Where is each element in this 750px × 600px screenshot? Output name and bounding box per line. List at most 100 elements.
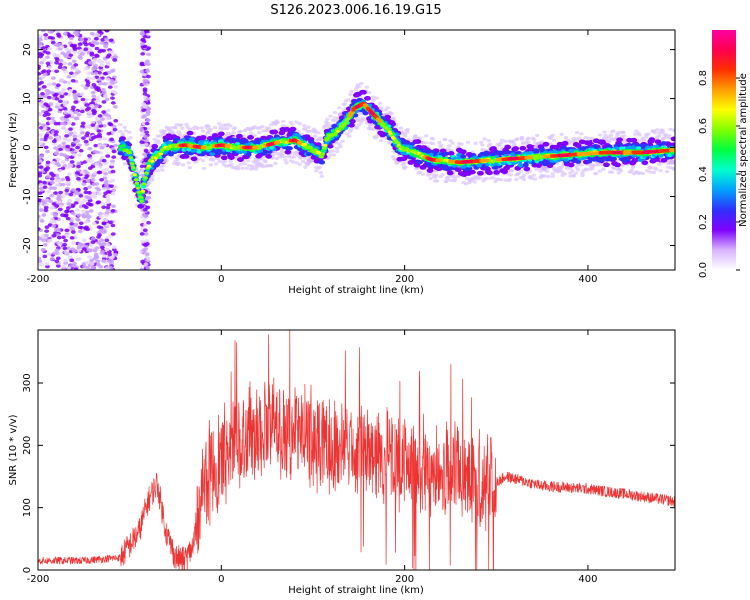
spectrogram-noise-dot (88, 209, 94, 213)
spectrogram-noise-dot (62, 32, 68, 36)
spectrogram-noise-dot (80, 83, 86, 88)
spectrogram-ridge-dot (533, 149, 540, 154)
spectrogram-noise-dot (45, 61, 51, 66)
spectrogram-ridge-dot (151, 143, 159, 149)
spectrogram-noise-dot (107, 50, 113, 54)
spectrogram-halo-dot (197, 157, 202, 161)
spectrogram-noise-dot (60, 51, 66, 56)
spectrogram-noise-dot (61, 126, 67, 130)
spectrogram-noise-dot (113, 91, 118, 95)
spectrogram-noise-dot (75, 218, 81, 222)
spectrogram-noise-dot (55, 102, 61, 107)
spectrogram-noise-dot (76, 112, 82, 117)
spectrogram-noise-dot (100, 245, 105, 250)
spectrogram-halo-dot (430, 141, 436, 146)
spectrogram-noise-dot (140, 37, 146, 42)
spectrogram-noise-dot (71, 59, 77, 64)
spectrogram-noise-dot (146, 74, 151, 79)
spectrogram-ridge-dot (360, 89, 367, 95)
spectrogram-halo-dot (559, 165, 564, 169)
spectrogram-ridge-dot (567, 162, 575, 168)
spectrogram-noise-dot (84, 103, 90, 107)
spectrogram-noise-dot (58, 62, 63, 67)
spectrogram-ridge-dot (486, 170, 493, 176)
spectrogram-halo-dot (579, 163, 584, 167)
spectrogram-noise-dot (140, 259, 146, 264)
spectrogram-halo-dot (503, 139, 508, 143)
spectrogram-noise-dot (84, 260, 90, 265)
spectrogram-halo-dot (442, 138, 448, 142)
spectrogram-noise-dot (76, 176, 81, 181)
spectrogram-noise-dot (110, 209, 116, 213)
spectrogram-halo-dot (271, 153, 276, 157)
spectrogram-noise-dot (62, 242, 68, 247)
spectrogram-halo-dot (611, 129, 616, 133)
spectrogram-halo-dot (563, 135, 569, 140)
spectrogram-halo-dot (420, 172, 426, 176)
spectrogram-noise-dot (93, 143, 99, 148)
spectrogram-halo-dot (383, 136, 388, 140)
spectrogram-noise-dot (62, 61, 68, 66)
spectrogram-ridge-dot (510, 152, 516, 157)
spectrogram-halo-dot (374, 134, 379, 138)
spectrogram-noise-dot (104, 97, 110, 102)
spectrogram-halo-dot (440, 173, 445, 177)
spectrogram-noise-dot (58, 58, 64, 63)
spectrogram-noise-dot (43, 167, 49, 172)
spectrogram-noise-dot (75, 139, 81, 143)
spectrogram-halo-dot (168, 126, 174, 130)
spectrogram-noise-dot (94, 182, 100, 186)
spectrogram-halo-dot (281, 119, 286, 124)
spectrogram-noise-dot (143, 134, 149, 139)
spectrogram-noise-dot (139, 267, 145, 270)
spectrogram-halo-dot (503, 178, 508, 182)
spectrogram-noise-dot (73, 96, 79, 101)
spectrogram-noise-dot (48, 102, 54, 106)
spectrogram-halo-dot (330, 149, 335, 153)
spectrogram-noise-dot (46, 95, 52, 100)
spectrogram-noise-dot (144, 239, 150, 243)
spectrogram-halo-dot (579, 132, 584, 136)
spectrogram-halo-dot (160, 168, 165, 172)
spectrogram-noise-dot (87, 60, 93, 65)
spectrogram-noise-dot (105, 77, 111, 81)
spectrogram-halo-dot (590, 167, 595, 171)
spectrogram-noise-dot (74, 171, 80, 175)
spectrogram-halo-dot (668, 127, 673, 131)
spectrogram-noise-dot (90, 178, 96, 182)
spectrogram-noise-dot (96, 200, 102, 204)
spectrogram-noise-dot (83, 37, 88, 42)
spectrogram-halo-dot (538, 169, 543, 173)
spectrogram-noise-dot (66, 266, 72, 270)
spectrogram-noise-dot (96, 240, 102, 245)
spectrogram-noise-dot (106, 81, 112, 86)
spectrogram-ridge-dot (604, 157, 611, 162)
spectrogram-noise-dot (139, 133, 145, 137)
spectrogram-noise-dot (86, 248, 92, 252)
spectrogram-halo-dot (349, 127, 354, 131)
spectrogram-noise-dot (91, 221, 97, 226)
spectrogram-noise-dot (54, 204, 60, 208)
spectrogram-halo-dot (591, 164, 596, 168)
spectrogram-noise-dot (52, 211, 58, 216)
spectrogram-noise-dot (63, 213, 69, 217)
spectrogram-noise-dot (109, 79, 115, 83)
spectrogram-halo-dot (284, 161, 289, 165)
spectrogram-halo-dot (208, 127, 213, 131)
spectrogram-noise-dot (144, 121, 150, 126)
spectrogram-noise-dot (142, 88, 148, 93)
spectrogram-noise-dot (49, 91, 55, 95)
spectrogram-halo-dot (252, 125, 257, 129)
spectrogram-noise-dot (84, 220, 89, 224)
spectrogram-noise-dot (45, 91, 50, 96)
spectrogram-noise-dot (61, 67, 66, 72)
spectrogram-halo-dot (235, 165, 241, 169)
spectrogram-halo-dot (326, 121, 331, 126)
spectrogram-halo-dot (244, 166, 250, 170)
spectrogram-halo-dot (155, 169, 161, 173)
spectrogram-noise-dot (38, 42, 43, 46)
spectrogram-noise-dot (101, 90, 107, 95)
spectrogram-noise-dot (95, 259, 101, 264)
spectrogram-noise-dot (56, 235, 62, 240)
